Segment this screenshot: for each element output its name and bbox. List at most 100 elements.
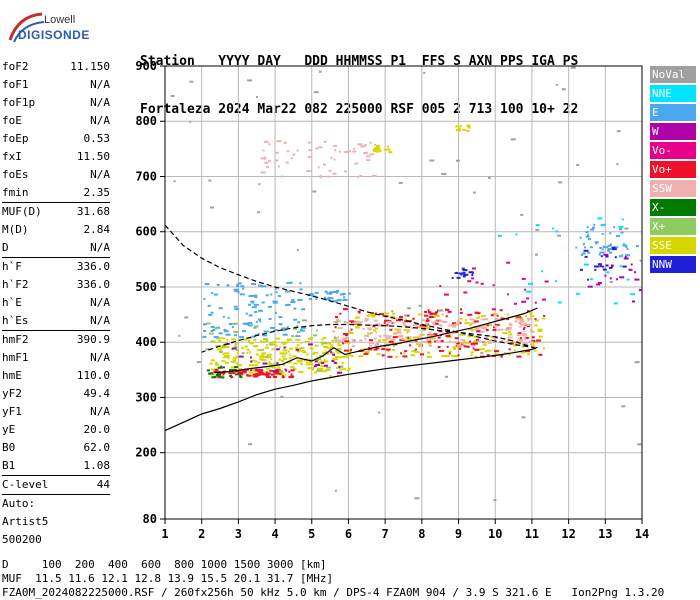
echo-point bbox=[403, 352, 406, 355]
echo-point bbox=[440, 325, 443, 328]
echo-point bbox=[323, 296, 326, 299]
echo-point bbox=[279, 369, 284, 372]
echo-point bbox=[266, 376, 272, 379]
echo-point bbox=[327, 296, 331, 299]
echo-point bbox=[454, 337, 459, 340]
echo-point bbox=[301, 363, 303, 366]
echo-point bbox=[602, 245, 605, 248]
echo-point bbox=[525, 315, 527, 318]
echo-point bbox=[609, 232, 612, 235]
echo-point bbox=[620, 231, 624, 234]
echo-point bbox=[224, 352, 230, 355]
param-key: h`Es bbox=[2, 314, 29, 327]
echo-point bbox=[600, 255, 603, 258]
echo-point bbox=[596, 283, 601, 286]
echo-point bbox=[344, 170, 348, 173]
echo-point bbox=[234, 344, 237, 347]
echo-point bbox=[233, 346, 238, 349]
echo-point bbox=[590, 228, 595, 231]
echo-point bbox=[597, 217, 603, 220]
echo-point bbox=[527, 353, 530, 356]
echo-point bbox=[602, 265, 605, 268]
echo-point bbox=[367, 327, 372, 330]
echo-point bbox=[208, 313, 213, 316]
echo-point bbox=[203, 323, 207, 326]
echo-point bbox=[259, 355, 264, 358]
echo-point bbox=[615, 278, 618, 281]
echo-point bbox=[285, 290, 291, 293]
echo-point bbox=[290, 369, 295, 372]
echo-point bbox=[353, 147, 356, 150]
echo-point bbox=[589, 246, 593, 249]
echo-point bbox=[276, 140, 282, 143]
echo-point bbox=[239, 374, 242, 377]
echo-point bbox=[475, 339, 479, 342]
echo-point bbox=[337, 336, 339, 339]
echo-point bbox=[339, 365, 344, 368]
echo-point bbox=[325, 298, 331, 301]
echo-point bbox=[601, 248, 604, 251]
echo-point bbox=[397, 330, 401, 333]
echo-point bbox=[622, 265, 627, 268]
echo-point bbox=[603, 253, 609, 256]
echo-point bbox=[173, 180, 176, 183]
echo-point bbox=[628, 268, 633, 271]
echo-point bbox=[366, 159, 371, 162]
echo-point bbox=[555, 83, 558, 86]
echo-point bbox=[276, 337, 280, 340]
echo-point bbox=[384, 319, 389, 322]
echo-point bbox=[639, 259, 642, 262]
echo-point bbox=[281, 359, 285, 362]
echo-point bbox=[286, 150, 290, 153]
echo-point bbox=[375, 347, 380, 350]
echo-point bbox=[409, 344, 412, 347]
echo-point bbox=[336, 291, 339, 294]
echo-point bbox=[285, 351, 288, 354]
echo-point bbox=[289, 366, 295, 369]
echo-point bbox=[253, 303, 259, 306]
echo-point bbox=[247, 79, 253, 82]
echo-point bbox=[281, 327, 287, 330]
echo-point bbox=[350, 328, 353, 331]
echo-point bbox=[300, 341, 303, 344]
echo-point bbox=[480, 282, 484, 285]
legend-entry: NoVal bbox=[650, 66, 696, 83]
echo-point bbox=[460, 339, 465, 341]
echo-point bbox=[268, 159, 271, 162]
echo-point bbox=[611, 246, 616, 249]
echo-point bbox=[500, 317, 505, 320]
echo-point bbox=[258, 372, 264, 374]
echo-point bbox=[599, 251, 605, 254]
divider bbox=[2, 202, 110, 203]
echo-point bbox=[318, 70, 322, 73]
echo-point bbox=[216, 348, 222, 351]
echo-point bbox=[230, 366, 235, 369]
echo-point bbox=[284, 374, 287, 377]
echo-point bbox=[595, 242, 598, 245]
echo-point bbox=[330, 351, 333, 354]
echo-point bbox=[307, 337, 312, 340]
echo-point bbox=[214, 327, 219, 330]
echo-point bbox=[622, 244, 628, 247]
echo-point bbox=[347, 150, 352, 153]
param-key: MUF(D) bbox=[2, 205, 42, 218]
param-key: foEp bbox=[2, 132, 29, 145]
echo-point bbox=[320, 365, 326, 368]
echo-point bbox=[376, 323, 380, 326]
echo-point bbox=[452, 347, 456, 350]
echo-point bbox=[364, 351, 370, 353]
echo-point bbox=[296, 249, 299, 252]
echo-point bbox=[258, 284, 262, 287]
echo-point bbox=[526, 317, 532, 320]
echo-point bbox=[383, 312, 389, 315]
param-value: 11.50 bbox=[76, 150, 110, 163]
echo-point bbox=[273, 376, 277, 378]
echo-point bbox=[288, 357, 292, 360]
echo-point bbox=[342, 342, 345, 345]
echo-point bbox=[257, 309, 263, 312]
echo-point bbox=[237, 352, 239, 354]
echo-point bbox=[274, 329, 278, 332]
echo-point bbox=[326, 342, 332, 345]
echo-point bbox=[253, 325, 259, 328]
echo-point bbox=[217, 372, 221, 375]
